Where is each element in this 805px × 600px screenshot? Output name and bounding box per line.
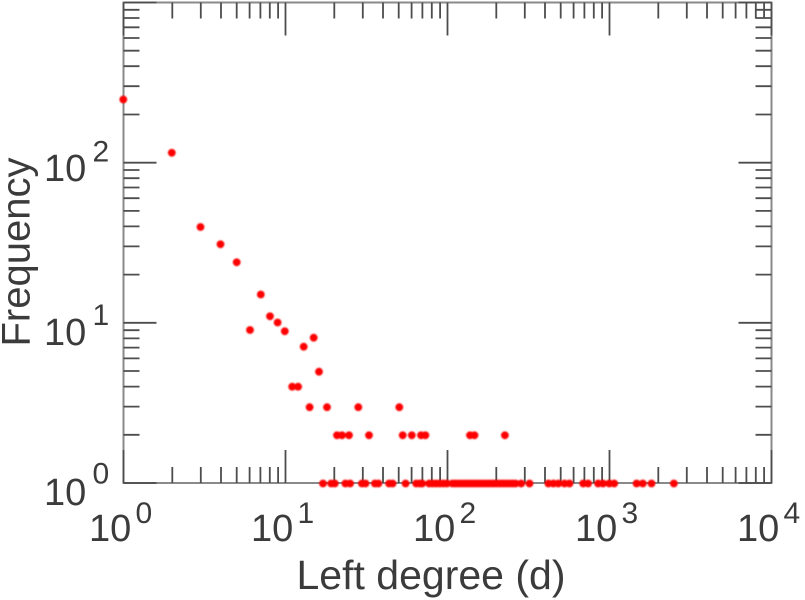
svg-text:2: 2 xyxy=(93,136,110,169)
svg-text:0: 0 xyxy=(93,458,110,491)
svg-text:10: 10 xyxy=(575,508,617,550)
svg-text:10: 10 xyxy=(251,508,293,550)
svg-text:Frequency: Frequency xyxy=(0,158,39,347)
svg-text:10: 10 xyxy=(737,508,779,550)
svg-text:1: 1 xyxy=(93,299,110,332)
svg-text:0: 0 xyxy=(136,497,153,530)
svg-text:10: 10 xyxy=(44,472,86,514)
svg-text:4: 4 xyxy=(784,497,801,530)
svg-text:2: 2 xyxy=(460,497,477,530)
svg-text:1: 1 xyxy=(298,497,315,530)
svg-text:10: 10 xyxy=(44,312,86,354)
svg-text:10: 10 xyxy=(89,508,131,550)
svg-text:3: 3 xyxy=(622,497,639,530)
svg-text:Left degree (d): Left degree (d) xyxy=(297,552,566,598)
svg-text:10: 10 xyxy=(413,508,455,550)
svg-text:10: 10 xyxy=(44,148,86,190)
